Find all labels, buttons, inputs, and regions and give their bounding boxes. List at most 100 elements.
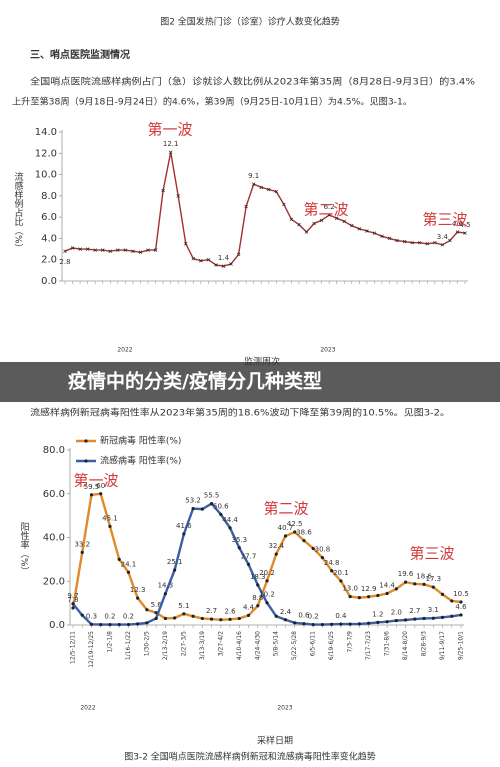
x-tick-label: 2/27-3/5 <box>180 631 187 656</box>
point <box>163 616 167 621</box>
data-label: 18.6 <box>416 572 432 580</box>
point <box>168 150 173 154</box>
data-label: 0.4 <box>335 612 347 620</box>
point <box>339 579 343 583</box>
point <box>219 512 223 516</box>
point <box>327 213 331 217</box>
point <box>385 620 389 624</box>
point <box>334 216 339 220</box>
point <box>161 188 165 193</box>
data-label: 2.8 <box>59 258 70 266</box>
y-tick-label: 0.0 <box>41 276 57 287</box>
x-tick-label: 7/31-8/6 <box>384 631 391 656</box>
data-label: 13.0 <box>342 585 358 593</box>
section-heading: 三、哨点医院监测情况 <box>30 48 130 61</box>
year-label: 2022 <box>117 347 132 354</box>
legend-dot <box>84 439 88 443</box>
point <box>380 234 384 239</box>
point <box>116 248 120 252</box>
x-tick-label: 1/16-1/22 <box>125 631 132 660</box>
point <box>237 616 241 621</box>
figure-caption: 图3-2 全国哨点医院流感样病例新冠和流感病毒阳性率变化趋势 <box>124 751 376 763</box>
point <box>342 219 346 224</box>
data-label: 0.3 <box>86 612 97 620</box>
point <box>394 619 398 623</box>
data-label: 38.6 <box>296 529 312 537</box>
data-label: 2.7 <box>409 607 420 615</box>
y-tick-label: 14.0 <box>35 127 57 138</box>
data-label: 9.7 <box>67 592 78 600</box>
legend-label: 新冠病毒 阳性率(%) <box>100 435 181 447</box>
data-label: 12.3 <box>130 586 146 594</box>
point <box>289 217 294 222</box>
point <box>463 231 467 235</box>
x-tick-label: 12/5-12/11 <box>70 631 77 664</box>
point <box>459 613 463 617</box>
annotation: 第三波 <box>422 211 467 229</box>
point <box>209 501 214 506</box>
data-label: 17.3 <box>425 575 441 583</box>
x-tick-label: 7/3-7/9 <box>347 631 354 653</box>
point <box>283 534 288 538</box>
y-axis-label: 流感样例占比（%） <box>13 171 24 253</box>
y-tick-label: 80.0 <box>43 445 65 456</box>
x-tick-label: 5/22-5/28 <box>291 631 298 660</box>
paragraph-line: 流感样病例新冠病毒阳性率从2023年第35周的18.6%波动下降至第39周的10… <box>30 407 450 419</box>
x-tick-label: 6/19-6/25 <box>328 631 335 660</box>
point <box>339 622 343 626</box>
point <box>154 616 158 621</box>
point <box>108 622 112 627</box>
y-tick-label: 4.0 <box>41 233 57 244</box>
x-tick-label: 9/25-10/1 <box>458 631 465 660</box>
data-label: 59.5 <box>84 483 100 491</box>
legend-label: 流感病毒 阳性率(%) <box>100 455 181 467</box>
data-label: 55.5 <box>204 492 220 500</box>
data-label: 24.8 <box>324 559 340 567</box>
point <box>387 236 392 241</box>
point <box>153 248 158 252</box>
y-tick-label: 12.0 <box>35 148 57 159</box>
point <box>274 614 278 618</box>
year-label: 2023 <box>320 347 335 354</box>
point <box>422 616 426 621</box>
x-tick-label: 9/11-9/17 <box>439 631 446 660</box>
point <box>228 617 232 621</box>
figure-caption: 图2 全国发热门诊（诊室）诊疗人数变化趋势 <box>160 16 340 28</box>
data-label: 2.7 <box>206 607 217 615</box>
point <box>191 256 196 261</box>
point <box>70 246 75 250</box>
data-label: 18.3 <box>250 573 266 581</box>
point <box>251 182 256 186</box>
point <box>246 613 251 617</box>
point <box>357 227 362 231</box>
year-label: 2022 <box>80 705 95 712</box>
data-label: 2.6 <box>224 607 236 615</box>
point <box>293 621 297 625</box>
point <box>372 231 377 235</box>
point <box>403 580 408 584</box>
data-label: 3.4 <box>437 233 449 241</box>
point <box>219 618 223 622</box>
point <box>256 604 260 608</box>
point <box>394 587 398 591</box>
point <box>99 492 103 496</box>
point <box>191 507 195 511</box>
point <box>385 591 389 596</box>
data-label: 45.1 <box>102 514 118 522</box>
point <box>365 229 369 233</box>
data-label: 5.1 <box>178 602 189 610</box>
data-label: 1.2 <box>372 610 383 618</box>
point <box>199 259 203 263</box>
point <box>246 562 251 567</box>
point <box>450 614 454 618</box>
point <box>274 552 278 556</box>
data-label: 8.8 <box>252 594 263 602</box>
point <box>357 596 361 600</box>
annotation: 第一波 <box>147 121 192 139</box>
data-label: 5.6 <box>151 601 163 609</box>
point <box>422 582 426 586</box>
point <box>348 622 352 626</box>
data-label: 4.6 <box>452 220 464 228</box>
point <box>413 582 417 586</box>
